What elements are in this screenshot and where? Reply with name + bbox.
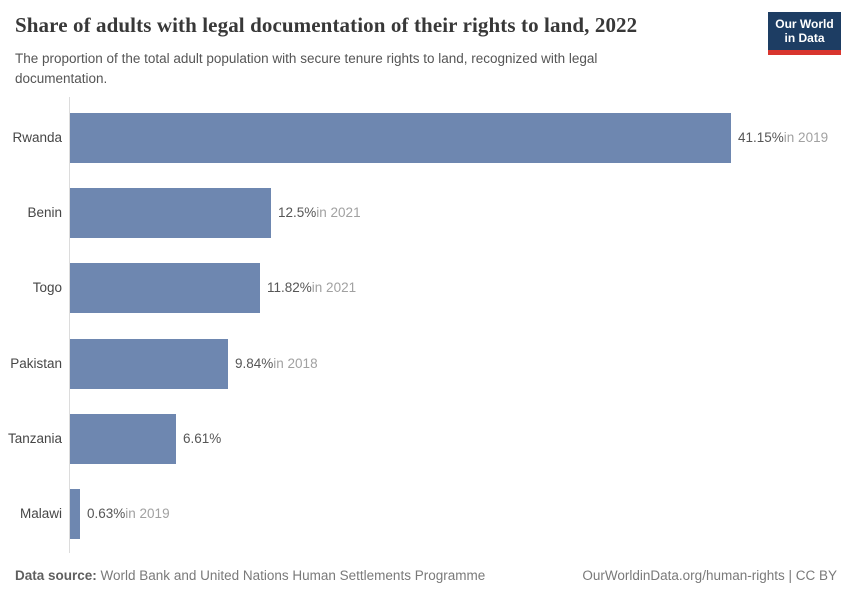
value-label: 11.82%in 2021 [267,263,356,313]
value-label: 9.84%in 2018 [235,339,318,389]
chart-footer: Data source: World Bank and United Natio… [15,568,837,583]
category-label: Benin [27,205,62,220]
data-source-label: Data source: [15,568,97,583]
year-text: in 2021 [316,205,361,220]
value-text: 9.84% [235,356,274,371]
year-text: in 2019 [125,506,170,521]
data-source-text: World Bank and United Nations Human Sett… [96,568,486,583]
data-source: Data source: World Bank and United Natio… [15,568,485,583]
year-text: in 2019 [783,130,829,145]
category-label: Tanzania [7,431,62,446]
bar [70,339,228,389]
owid-logo-line2: in Data [784,31,825,46]
bar [70,113,731,163]
value-text: 6.61% [183,431,222,446]
bar [70,489,80,539]
value-label: 0.63%in 2019 [87,489,170,539]
value-label: 6.61% [183,414,221,464]
bar [70,414,176,464]
chart-subtitle: The proportion of the total adult popula… [15,51,598,87]
value-label: 41.15%in 2019 [738,113,828,163]
bar [70,263,260,313]
bar [70,188,271,238]
y-axis-line [69,97,70,553]
year-text: in 2021 [311,280,357,295]
value-text: 41.15% [738,130,784,145]
value-label: 12.5%in 2021 [278,188,361,238]
value-text: 11.82% [267,280,312,295]
value-text: 12.5% [278,205,317,220]
owid-logo: Our World in Data [768,12,841,55]
year-text: in 2018 [273,356,318,371]
category-label: Malawi [19,506,62,521]
owid-logo-line1: Our World [775,17,834,31]
chart-title: Share of adults with legal documentation… [15,13,638,37]
value-text: 0.63% [87,506,126,521]
category-label: Pakistan [10,356,62,371]
attribution: OurWorldinData.org/human-rights | CC BY [582,568,837,583]
category-label: Rwanda [12,130,62,145]
category-label: Togo [32,280,62,295]
